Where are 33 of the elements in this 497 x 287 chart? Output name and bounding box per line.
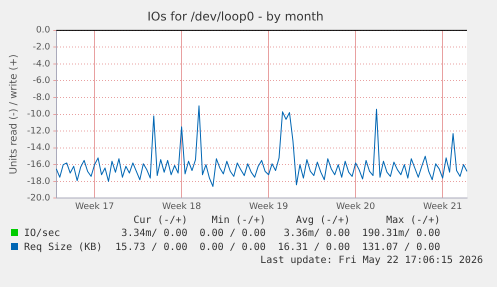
x-tick-label: Week 17 — [75, 202, 114, 212]
y-tick-label: -6.0 — [32, 76, 51, 86]
text: 131.07 / 0.00 — [361, 241, 440, 255]
text: Cur (-/+) — [132, 215, 188, 227]
text: 0.00 / 0.00 — [198, 241, 266, 255]
text: 16.31 / 0.00 — [276, 241, 350, 255]
text: 15.73 / 0.00 — [114, 241, 188, 255]
y-tick-label: -18.0 — [26, 176, 51, 187]
y-tick-label: -2.0 — [32, 42, 51, 53]
legend-label: IO/sec — [23, 227, 62, 241]
y-tick-label: -8.0 — [32, 92, 51, 103]
text: Min (-/+) — [210, 215, 266, 227]
y-tick-label: -20.0 — [26, 194, 51, 204]
x-tick-label: Week 19 — [249, 202, 288, 212]
legend-label: Req Size (KB) — [23, 241, 104, 255]
text: Max (-/+) — [385, 215, 440, 227]
x-tick-label: Week 18 — [162, 202, 202, 212]
text: 3.36m/ 0.00 — [282, 227, 350, 241]
y-tick-label: -4.0 — [32, 59, 51, 70]
text: 3.34m/ 0.00 — [120, 227, 188, 241]
y-axis-title: Units read (-) / write (+) — [8, 54, 20, 174]
y-tick-label: -14.0 — [26, 143, 51, 154]
y-tick-label: -12.0 — [26, 126, 51, 136]
x-tick-label: Week 21 — [423, 202, 462, 212]
y-tick-label: 0.0 — [36, 26, 51, 36]
x-tick-label: Week 20 — [336, 202, 376, 212]
text: 190.31m/ 0.00 — [361, 227, 440, 241]
chart-title: IOs for /dev/loop0 - by month — [147, 9, 324, 24]
y-tick-label: -10.0 — [26, 110, 51, 120]
text: Last update: Fri May 22 17:06:15 2026 — [259, 255, 484, 266]
text: 0.00 / 0.00 — [198, 227, 266, 241]
y-tick-label: -16.0 — [26, 160, 51, 170]
text: Avg (-/+) — [294, 215, 350, 227]
